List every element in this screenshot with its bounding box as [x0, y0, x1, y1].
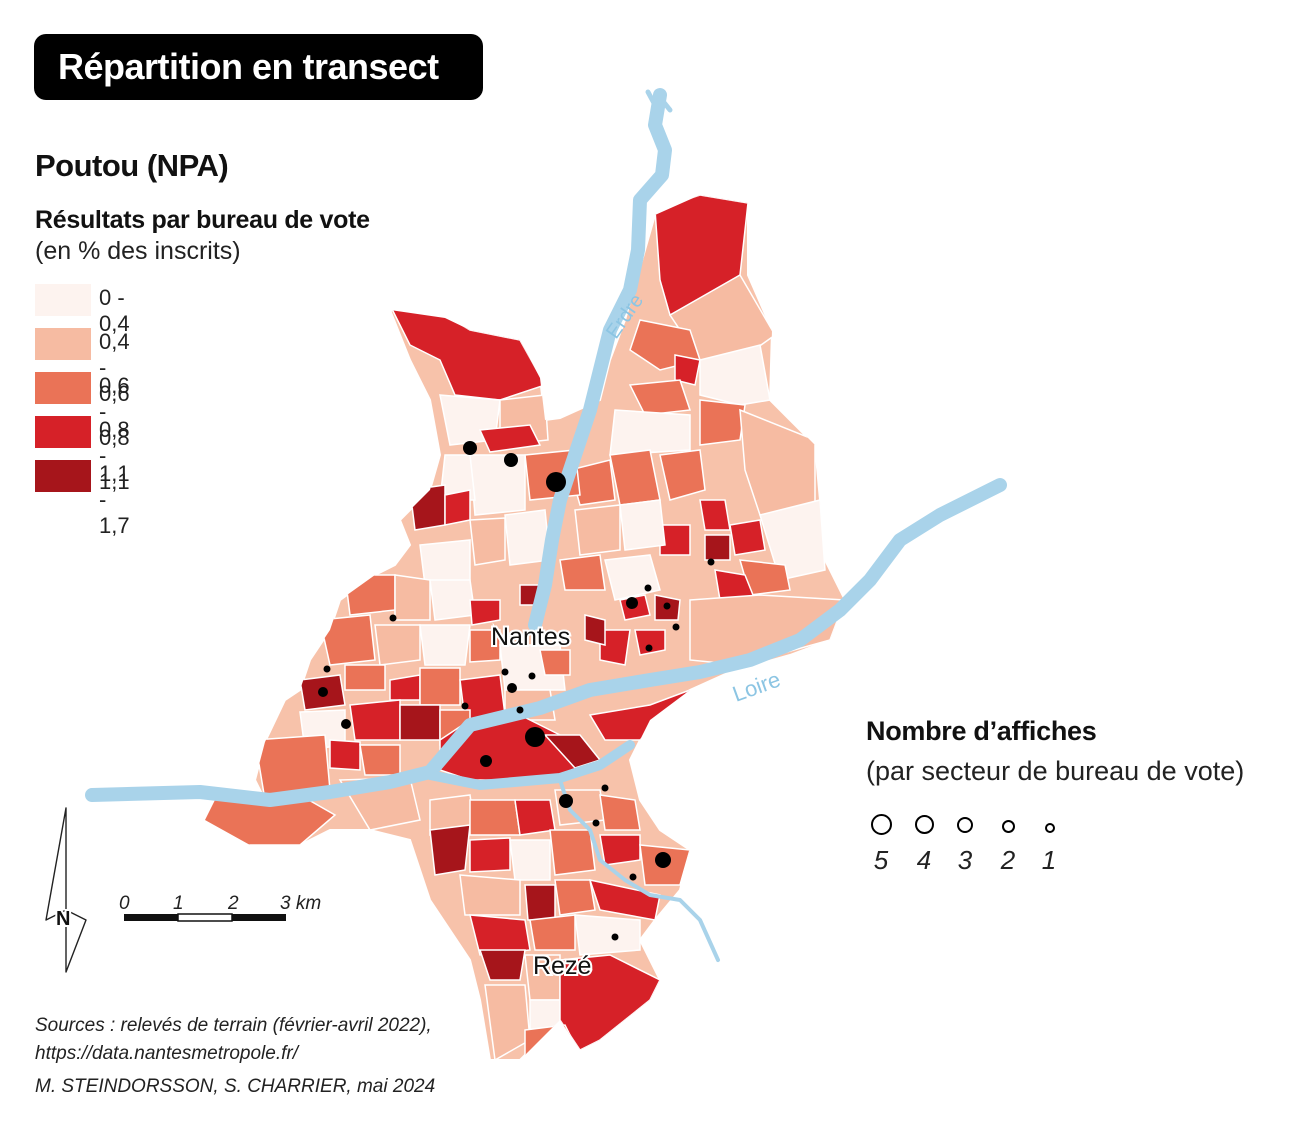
poster-marker [525, 727, 545, 747]
district-zone [585, 615, 605, 645]
poster-legend-heading: Nombre d’affiches [866, 716, 1096, 747]
district-zone [550, 830, 595, 875]
poster-marker [504, 453, 518, 467]
district-zone [460, 875, 520, 915]
poster-marker [673, 624, 680, 631]
scale-tick-label: 0 [119, 893, 130, 914]
district-zone [620, 500, 665, 550]
poster-marker [529, 673, 536, 680]
poster-legend-circle [871, 814, 892, 835]
poster-marker [626, 597, 638, 609]
district-zone [540, 650, 570, 675]
poster-marker [546, 472, 566, 492]
poster-marker [602, 785, 609, 792]
district-zone [560, 555, 605, 590]
district-zone [510, 840, 550, 880]
poster-legend-circle [957, 817, 973, 833]
poster-legend-circle [1002, 820, 1015, 833]
district-zone [730, 520, 765, 555]
poster-marker [646, 645, 653, 652]
north-arrow-shape [46, 808, 86, 972]
scale-tick-label: 1 [173, 893, 184, 914]
poster-marker [318, 687, 328, 697]
poster-marker [708, 559, 715, 566]
district-zone [470, 838, 510, 872]
author-credit: M. STEINDORSSON, S. CHARRIER, mai 2024 [35, 1076, 435, 1098]
poster-marker [664, 603, 671, 610]
district-zone [390, 675, 420, 700]
district-zone [470, 915, 530, 955]
district-zone [350, 700, 400, 740]
poster-marker [463, 441, 477, 455]
district-zone [400, 705, 440, 740]
sources-line: Sources : relevés de terrain (février-av… [35, 1012, 432, 1040]
district-zone [330, 740, 360, 770]
district-zone [470, 455, 525, 515]
poster-marker [507, 683, 517, 693]
sources-note: Sources : relevés de terrain (février-av… [35, 1012, 432, 1068]
district-zone [345, 575, 395, 615]
poster-legend-circle [915, 815, 934, 834]
district-zone [430, 580, 475, 620]
district-zone [375, 625, 420, 665]
scale-segment [178, 914, 232, 921]
district-zone [395, 575, 430, 620]
district-zone [530, 915, 575, 950]
district-zone [470, 600, 500, 625]
poster-marker [502, 669, 509, 676]
poster-marker [480, 755, 492, 767]
district-zone [700, 500, 730, 530]
poster-legend-value: 4 [909, 845, 939, 876]
district-zone [320, 615, 375, 665]
district-zone [420, 540, 470, 585]
city-label-reze: Rezé [533, 952, 591, 980]
district-zone [600, 795, 640, 830]
district-zone [575, 915, 640, 955]
poster-marker [630, 874, 637, 881]
district-zone [525, 885, 555, 920]
poster-marker [324, 666, 331, 673]
sources-url: https://data.nantesmetropole.fr/ [35, 1040, 432, 1068]
poster-marker [341, 719, 351, 729]
poster-marker [593, 820, 600, 827]
poster-legend-value: 5 [866, 845, 896, 876]
district-zone [420, 625, 470, 665]
district-zone [575, 505, 620, 555]
poster-legend-value: 1 [1034, 845, 1064, 876]
north-arrow: N [46, 808, 86, 972]
poster-marker [655, 852, 671, 868]
district-zone [705, 535, 730, 560]
poster-legend-value: 2 [993, 845, 1023, 876]
poster-marker [612, 934, 619, 941]
poster-legend-circle [1045, 823, 1055, 833]
poster-marker [517, 707, 524, 714]
district-zone [420, 668, 460, 705]
scale-segment [232, 914, 286, 921]
scale-bar: 0 1 2 3 km [119, 893, 321, 921]
district-zone [345, 665, 385, 690]
district-zone [360, 745, 400, 775]
scale-tick-label: 2 [227, 893, 239, 914]
scale-segment [124, 914, 178, 921]
district-zone [470, 800, 520, 835]
district-zone [555, 880, 595, 915]
scale-tick-label: 3 km [280, 893, 321, 914]
district-zone [700, 400, 745, 445]
poster-marker [645, 585, 652, 592]
poster-marker [462, 703, 469, 710]
city-label-nantes: Nantes [491, 623, 570, 651]
poster-marker [390, 615, 397, 622]
district-zone [600, 835, 640, 865]
north-arrow-label: N [56, 908, 70, 930]
poster-legend-value: 3 [950, 845, 980, 876]
poster-legend-subheading: (par secteur de bureau de vote) [866, 756, 1244, 787]
poster-marker [559, 794, 573, 808]
district-zone [470, 518, 505, 565]
district-zone [515, 800, 555, 835]
district-zone [430, 825, 470, 875]
district-zone [445, 490, 470, 525]
loire-label: Loire [729, 666, 784, 706]
district-zone [610, 410, 690, 455]
